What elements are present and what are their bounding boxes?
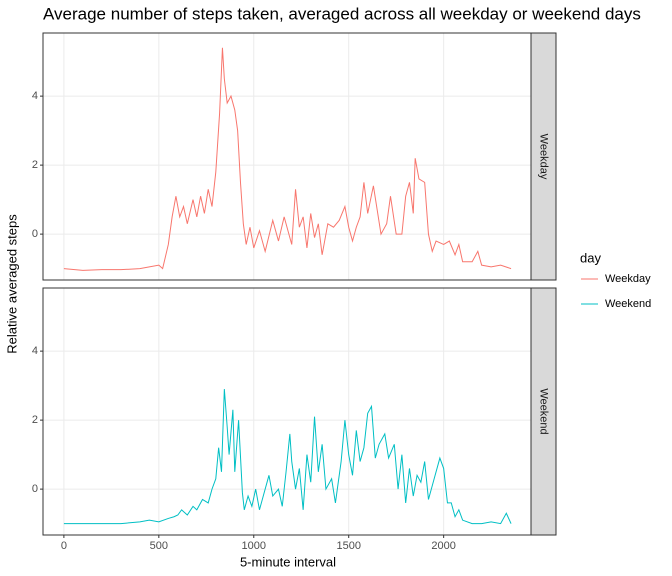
y-tick-label: 0 [32, 228, 38, 240]
legend-title: day [580, 250, 601, 265]
x-tick-label: 1000 [242, 540, 266, 552]
x-tick-label: 2000 [431, 540, 455, 552]
y-tick-label: 2 [32, 159, 38, 171]
strip-label: Weekday [538, 134, 550, 180]
strip [530, 32, 557, 281]
legend-label: Weekday [605, 273, 651, 285]
x-tick-label: 1500 [336, 540, 360, 552]
y-tick-label: 4 [32, 345, 38, 357]
x-tick-label: 500 [150, 540, 168, 552]
panel-background [43, 33, 531, 280]
data-line [63, 389, 512, 525]
data-line [63, 47, 512, 271]
y-tick-label: 0 [32, 483, 38, 495]
y-tick-label: 4 [32, 90, 38, 102]
y-tick-label: 2 [32, 414, 38, 426]
legend-label: Weekend [605, 298, 651, 310]
panel-background [43, 288, 531, 535]
strip-label: Weekend [538, 388, 550, 434]
strip [530, 287, 557, 536]
y-axis-title: Relative averaged steps [4, 214, 19, 354]
chart-title: Average number of steps taken, averaged … [43, 4, 641, 23]
x-axis-title: 5-minute interval [240, 554, 336, 569]
x-tick-label: 0 [61, 540, 67, 552]
